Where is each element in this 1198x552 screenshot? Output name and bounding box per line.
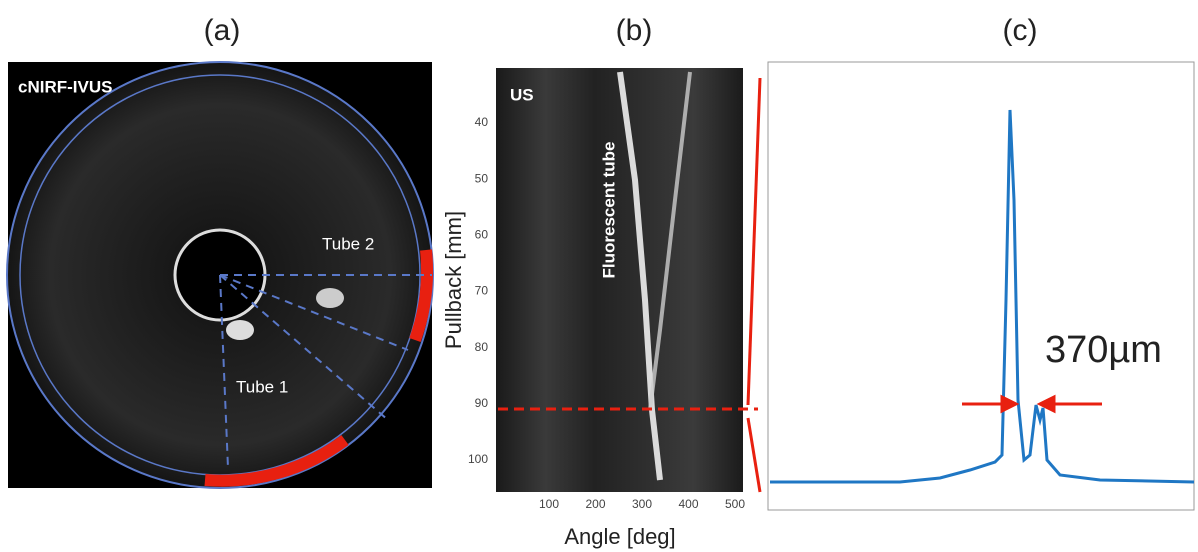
image-title: US — [510, 85, 534, 104]
figure: (a) cNIRF-IVUS Tube 2 Tube 1 (b) US Fluo… — [0, 0, 1198, 552]
x-tick-label: 100 — [539, 497, 559, 511]
y-tick-label: 40 — [475, 115, 489, 129]
y-tick-label: 50 — [475, 171, 489, 185]
image-title: cNIRF-IVUS — [18, 77, 112, 96]
annotation: Fluorescent tube — [599, 142, 618, 279]
annotation: 370µm — [1045, 329, 1162, 371]
y-tick-label: 90 — [475, 396, 489, 410]
panel-label: (b) — [616, 14, 653, 47]
y-tick-label: 100 — [468, 452, 488, 466]
y-tick-label: 80 — [475, 340, 489, 354]
annotation: Tube 1 — [236, 377, 288, 396]
panel-label: (c) — [1003, 14, 1038, 47]
y-tick-label: 60 — [475, 228, 489, 242]
connector — [748, 418, 760, 492]
y-tick-label: 70 — [475, 284, 489, 298]
x-tick-label: 400 — [678, 497, 698, 511]
x-tick-label: 500 — [725, 497, 745, 511]
panel-label: (a) — [204, 14, 241, 47]
x-axis-label: Angle [deg] — [564, 524, 675, 549]
ivus-image — [7, 62, 433, 488]
plot-frame — [768, 62, 1194, 510]
x-tick-label: 200 — [585, 497, 605, 511]
connector — [748, 78, 760, 405]
x-tick-label: 300 — [632, 497, 652, 511]
bscan-image — [496, 68, 743, 492]
annotation: Tube 2 — [322, 234, 374, 253]
y-axis-label: Pullback [mm] — [441, 211, 466, 349]
